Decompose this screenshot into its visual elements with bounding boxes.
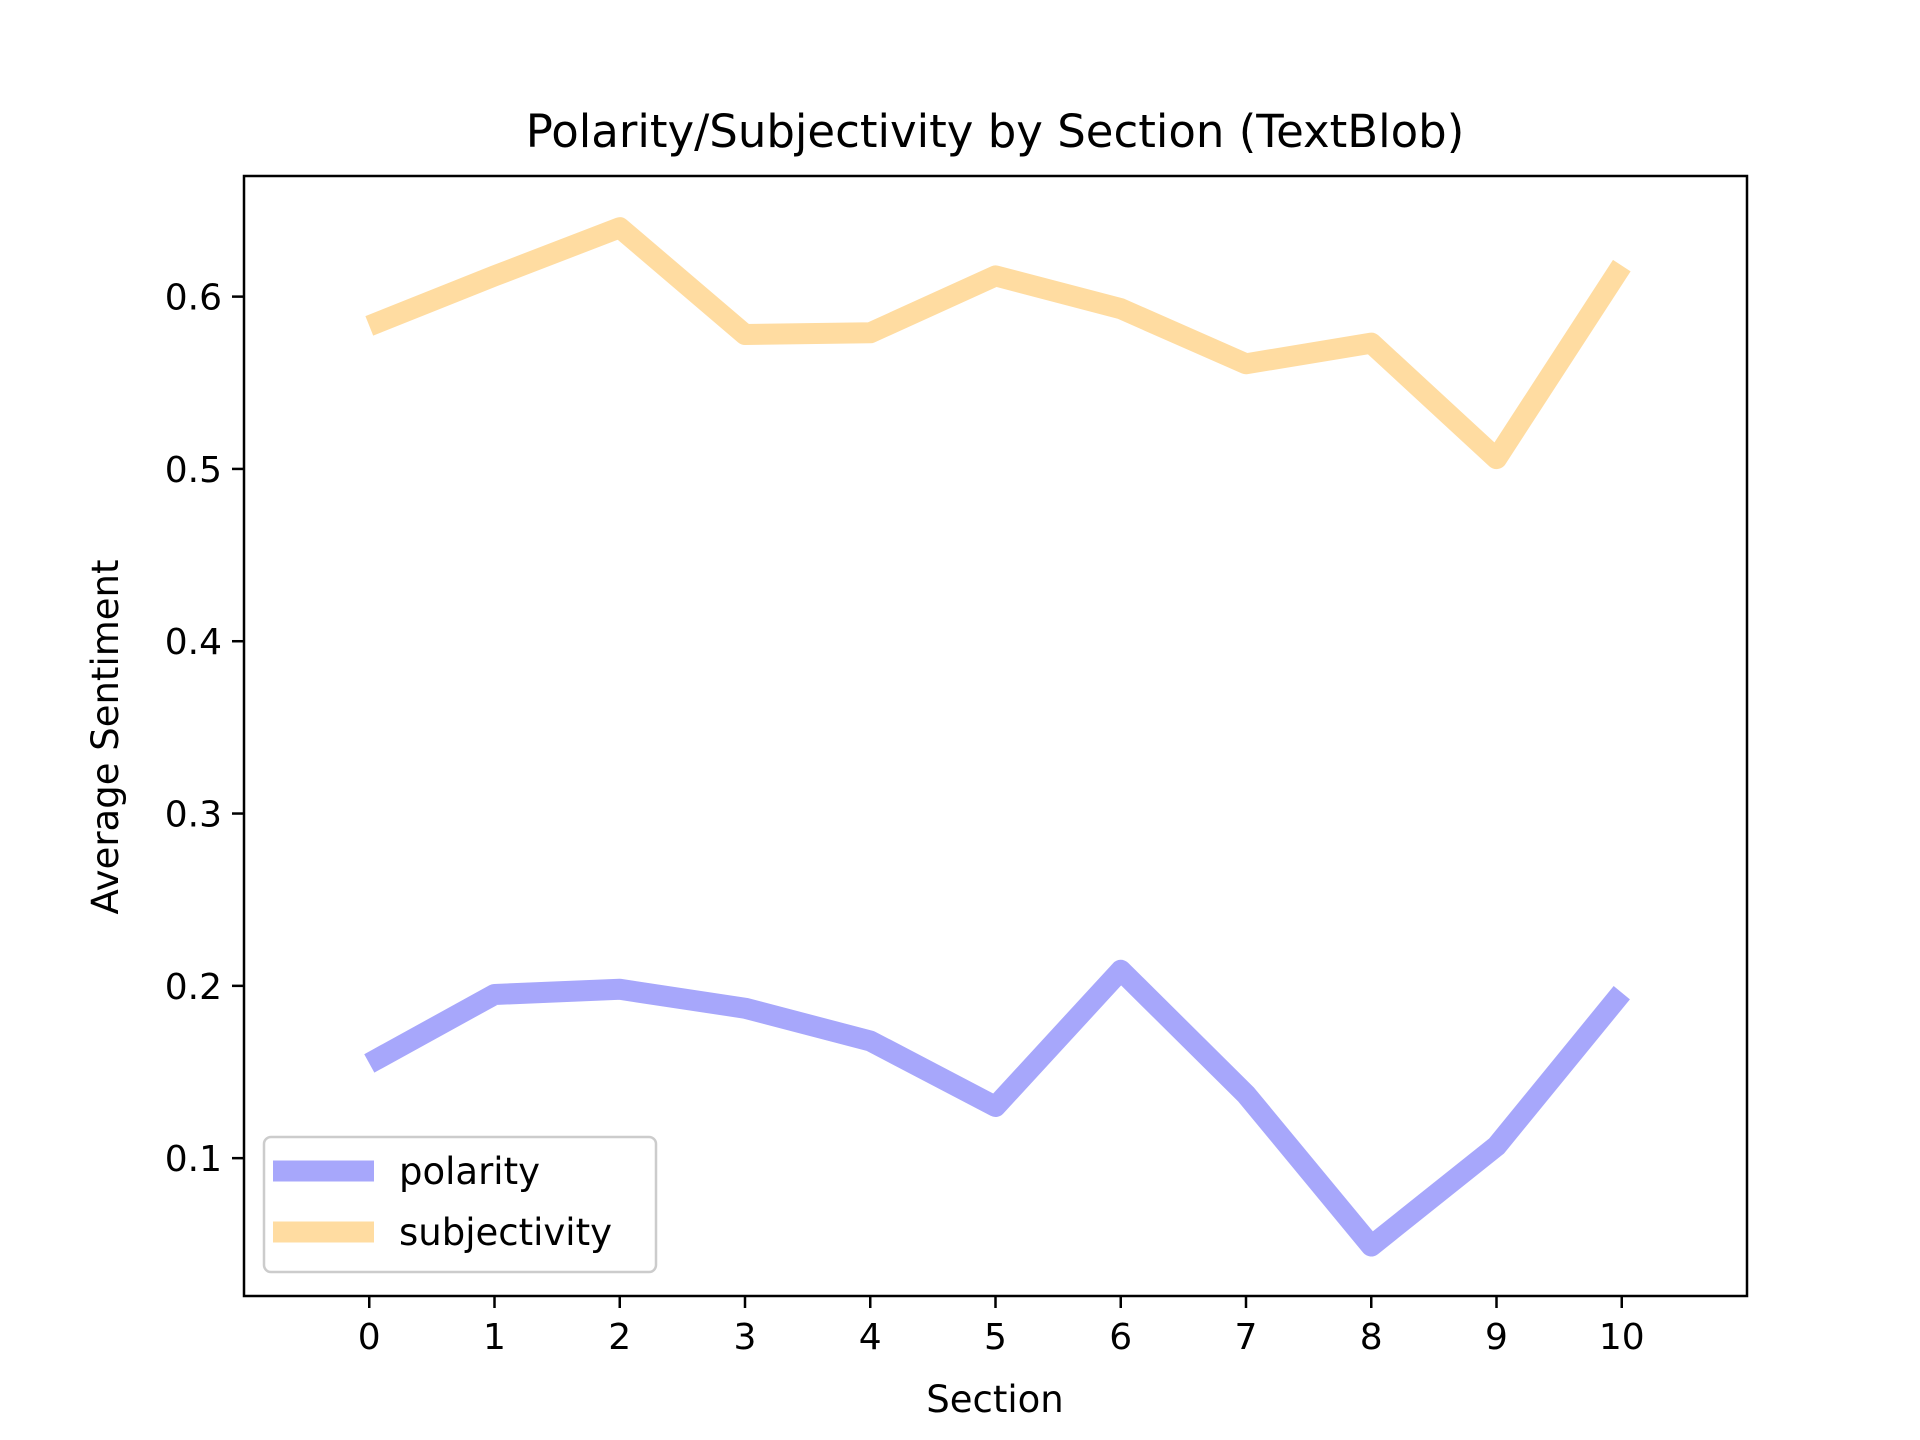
y-tick-label: 0.2 [165, 967, 222, 1008]
series-line-subjectivity [365, 217, 1631, 470]
x-tick-label: 10 [1599, 1317, 1645, 1358]
y-tick-label: 0.5 [165, 450, 222, 491]
series-layer [364, 217, 1631, 1257]
x-axis-ticks: 0 1 2 3 4 5 6 7 8 9 10 [358, 1296, 1645, 1358]
x-tick-label: 3 [734, 1317, 757, 1358]
x-tick-label: 6 [1109, 1317, 1132, 1358]
y-tick-label: 0.3 [165, 795, 222, 836]
legend-label-subjectivity: subjectivity [399, 1211, 612, 1254]
x-tick-label: 9 [1485, 1317, 1508, 1358]
x-tick-label: 2 [608, 1317, 631, 1358]
y-axis-label: Average Sentiment [84, 560, 127, 915]
chart-title: Polarity/Subjectivity by Section (TextBl… [526, 105, 1465, 158]
y-axis-ticks: 0.1 0.2 0.3 0.4 0.5 0.6 [165, 278, 244, 1180]
series-line-polarity [364, 959, 1630, 1257]
legend-label-polarity: polarity [399, 1150, 540, 1193]
x-tick-label: 0 [358, 1317, 381, 1358]
x-tick-label: 8 [1360, 1317, 1383, 1358]
plot-area-frame [242, 174, 1749, 1298]
y-tick-label: 0.1 [165, 1139, 222, 1180]
y-tick-label: 0.4 [165, 622, 222, 663]
x-axis-label: Section [926, 1378, 1063, 1421]
x-tick-label: 5 [984, 1317, 1007, 1358]
x-tick-label: 7 [1235, 1317, 1258, 1358]
x-tick-label: 4 [859, 1317, 882, 1358]
x-tick-label: 1 [483, 1317, 506, 1358]
y-tick-label: 0.6 [165, 278, 222, 319]
legend: polarity subjectivity [262, 1135, 658, 1274]
